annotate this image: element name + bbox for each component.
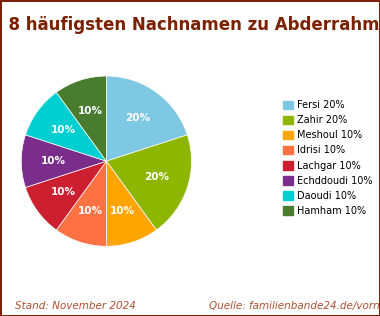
Text: 10%: 10% (51, 187, 76, 197)
Wedge shape (56, 76, 106, 161)
Text: Quelle: familienbande24.de/vornamen/: Quelle: familienbande24.de/vornamen/ (209, 301, 380, 311)
Wedge shape (25, 161, 106, 230)
Text: 10%: 10% (41, 156, 66, 166)
Text: 10%: 10% (110, 206, 135, 216)
Wedge shape (106, 135, 192, 230)
Wedge shape (56, 161, 106, 246)
Text: 20%: 20% (125, 113, 150, 124)
Text: Die 8 häufigsten Nachnamen zu Abderrahman:: Die 8 häufigsten Nachnamen zu Abderrahma… (0, 16, 380, 34)
Wedge shape (25, 92, 106, 161)
Wedge shape (106, 76, 187, 161)
Text: 20%: 20% (144, 173, 169, 182)
Wedge shape (21, 135, 106, 187)
Text: 10%: 10% (78, 106, 103, 116)
Text: 10%: 10% (51, 125, 76, 135)
Text: 10%: 10% (78, 206, 103, 216)
Wedge shape (106, 161, 157, 246)
Legend: Fersi 20%, Zahir 20%, Meshoul 10%, Idrisi 10%, Lachgar 10%, Echddoudi 10%, Daoud: Fersi 20%, Zahir 20%, Meshoul 10%, Idris… (280, 97, 375, 219)
Text: Stand: November 2024: Stand: November 2024 (15, 301, 136, 311)
